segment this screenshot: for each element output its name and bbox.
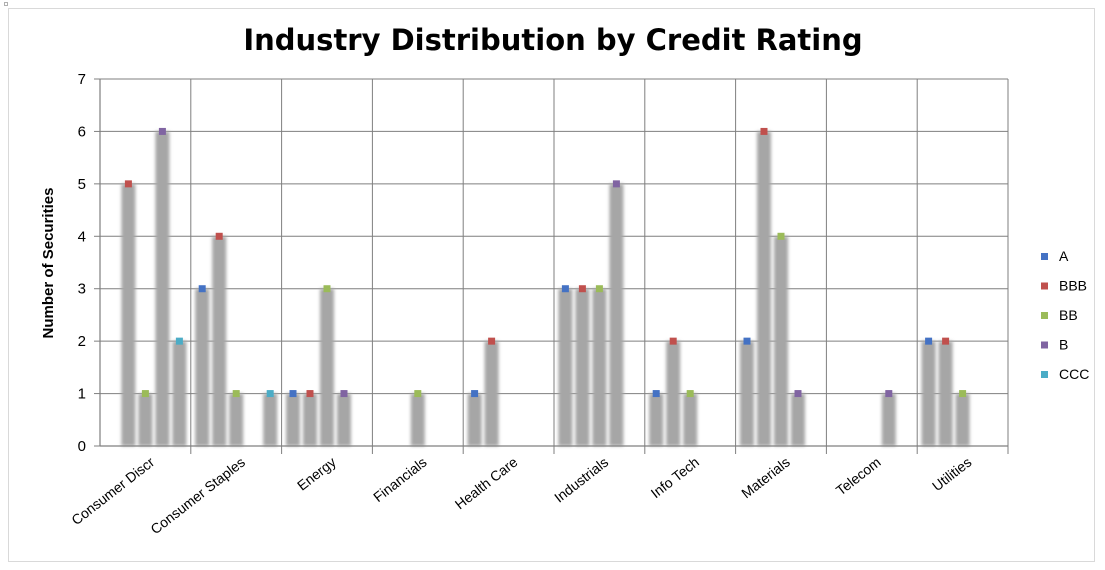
bar — [286, 393, 300, 446]
marker-bb — [595, 285, 603, 293]
bar — [155, 131, 170, 446]
marker-bbb — [669, 337, 677, 345]
marker-bbb — [124, 180, 132, 188]
x-tick-label: Health Care — [452, 454, 521, 513]
y-tick-labels: 0 1 2 3 4 5 6 7 — [78, 71, 86, 455]
marker-bbb — [488, 337, 496, 345]
marker-a — [652, 390, 660, 398]
bar — [229, 393, 244, 446]
bar — [666, 341, 681, 446]
bar — [467, 393, 482, 446]
x-tick-label: Materials — [738, 454, 793, 502]
marker-ccc — [266, 390, 274, 398]
bar — [955, 393, 970, 446]
marker-bb — [959, 390, 967, 398]
x-tick-label: Industrials — [551, 454, 611, 506]
legend-label: BBB — [1059, 278, 1087, 294]
bar — [410, 393, 425, 446]
bar — [881, 393, 896, 446]
chart-title: Industry Distribution by Credit Rating — [243, 23, 862, 57]
bar — [263, 393, 278, 446]
marker-bb — [141, 390, 149, 398]
legend-swatch — [1041, 253, 1048, 260]
marker-ccc — [175, 337, 183, 345]
x-tick-label: Energy — [294, 454, 339, 494]
bar — [683, 393, 698, 446]
bar — [558, 288, 573, 446]
markers — [124, 127, 967, 398]
y-tick-label: 0 — [78, 438, 86, 455]
marker-bbb — [760, 127, 768, 135]
legend-swatch — [1041, 341, 1048, 349]
y-tick-label: 2 — [78, 333, 86, 350]
bar — [791, 393, 805, 446]
marker-bbb — [306, 390, 314, 398]
marker-b — [612, 180, 620, 188]
y-axis-label: Number of Securities — [40, 188, 57, 339]
bar — [337, 393, 351, 446]
bar — [303, 393, 317, 446]
y-tick-label: 4 — [78, 228, 86, 245]
bars — [121, 131, 970, 446]
bar — [195, 288, 210, 446]
bar — [212, 236, 227, 446]
bar — [921, 341, 936, 446]
bar — [484, 341, 499, 446]
axes — [94, 78, 1008, 447]
legend-swatch — [1041, 312, 1048, 319]
y-tick-label: 1 — [78, 386, 86, 403]
chart-corner-handle — [4, 2, 8, 6]
legend-swatch — [1041, 282, 1048, 290]
chart-frame — [8, 8, 1095, 562]
marker-bb — [232, 390, 240, 398]
legend-swatch — [1041, 371, 1048, 378]
bar — [757, 131, 771, 446]
marker-bbb — [215, 232, 223, 240]
x-tick-label: Consumer Staples — [147, 454, 248, 538]
bar — [138, 393, 153, 446]
marker-a — [289, 390, 297, 398]
marker-bb — [777, 232, 785, 240]
marker-a — [925, 337, 933, 345]
x-tick-label: Info Tech — [648, 454, 702, 501]
legend-label: BB — [1059, 307, 1078, 323]
marker-bb — [414, 390, 422, 398]
y-tick-label: 6 — [78, 123, 86, 140]
bar — [575, 288, 590, 446]
bar — [172, 341, 187, 446]
y-tick-label: 5 — [78, 176, 86, 193]
y-tick-label: 3 — [78, 281, 86, 298]
bar — [774, 236, 788, 446]
x-tick-label: Consumer Discr — [68, 454, 157, 529]
marker-bb — [323, 285, 331, 293]
x-tick-label: Utilities — [929, 454, 974, 494]
bar — [938, 341, 953, 446]
marker-b — [794, 390, 802, 398]
marker-a — [471, 390, 479, 398]
marker-b — [885, 390, 893, 398]
bar — [649, 393, 664, 446]
marker-a — [743, 337, 751, 345]
legend-label: CCC — [1059, 366, 1089, 382]
marker-a — [198, 285, 206, 293]
marker-a — [561, 285, 569, 293]
y-tick-label: 7 — [78, 71, 86, 88]
legend-label: B — [1059, 337, 1068, 353]
bar — [609, 183, 624, 446]
bar — [740, 341, 754, 446]
x-tick-label: Telecom — [833, 454, 884, 499]
bar — [320, 288, 334, 446]
bar — [121, 183, 136, 446]
marker-bbb — [578, 285, 586, 293]
marker-b — [158, 127, 166, 135]
x-tick-label: Financials — [370, 454, 430, 505]
bar — [592, 288, 607, 446]
marker-b — [340, 390, 348, 398]
marker-bbb — [942, 337, 950, 345]
legend-label: A — [1059, 248, 1069, 264]
marker-bb — [686, 390, 694, 398]
